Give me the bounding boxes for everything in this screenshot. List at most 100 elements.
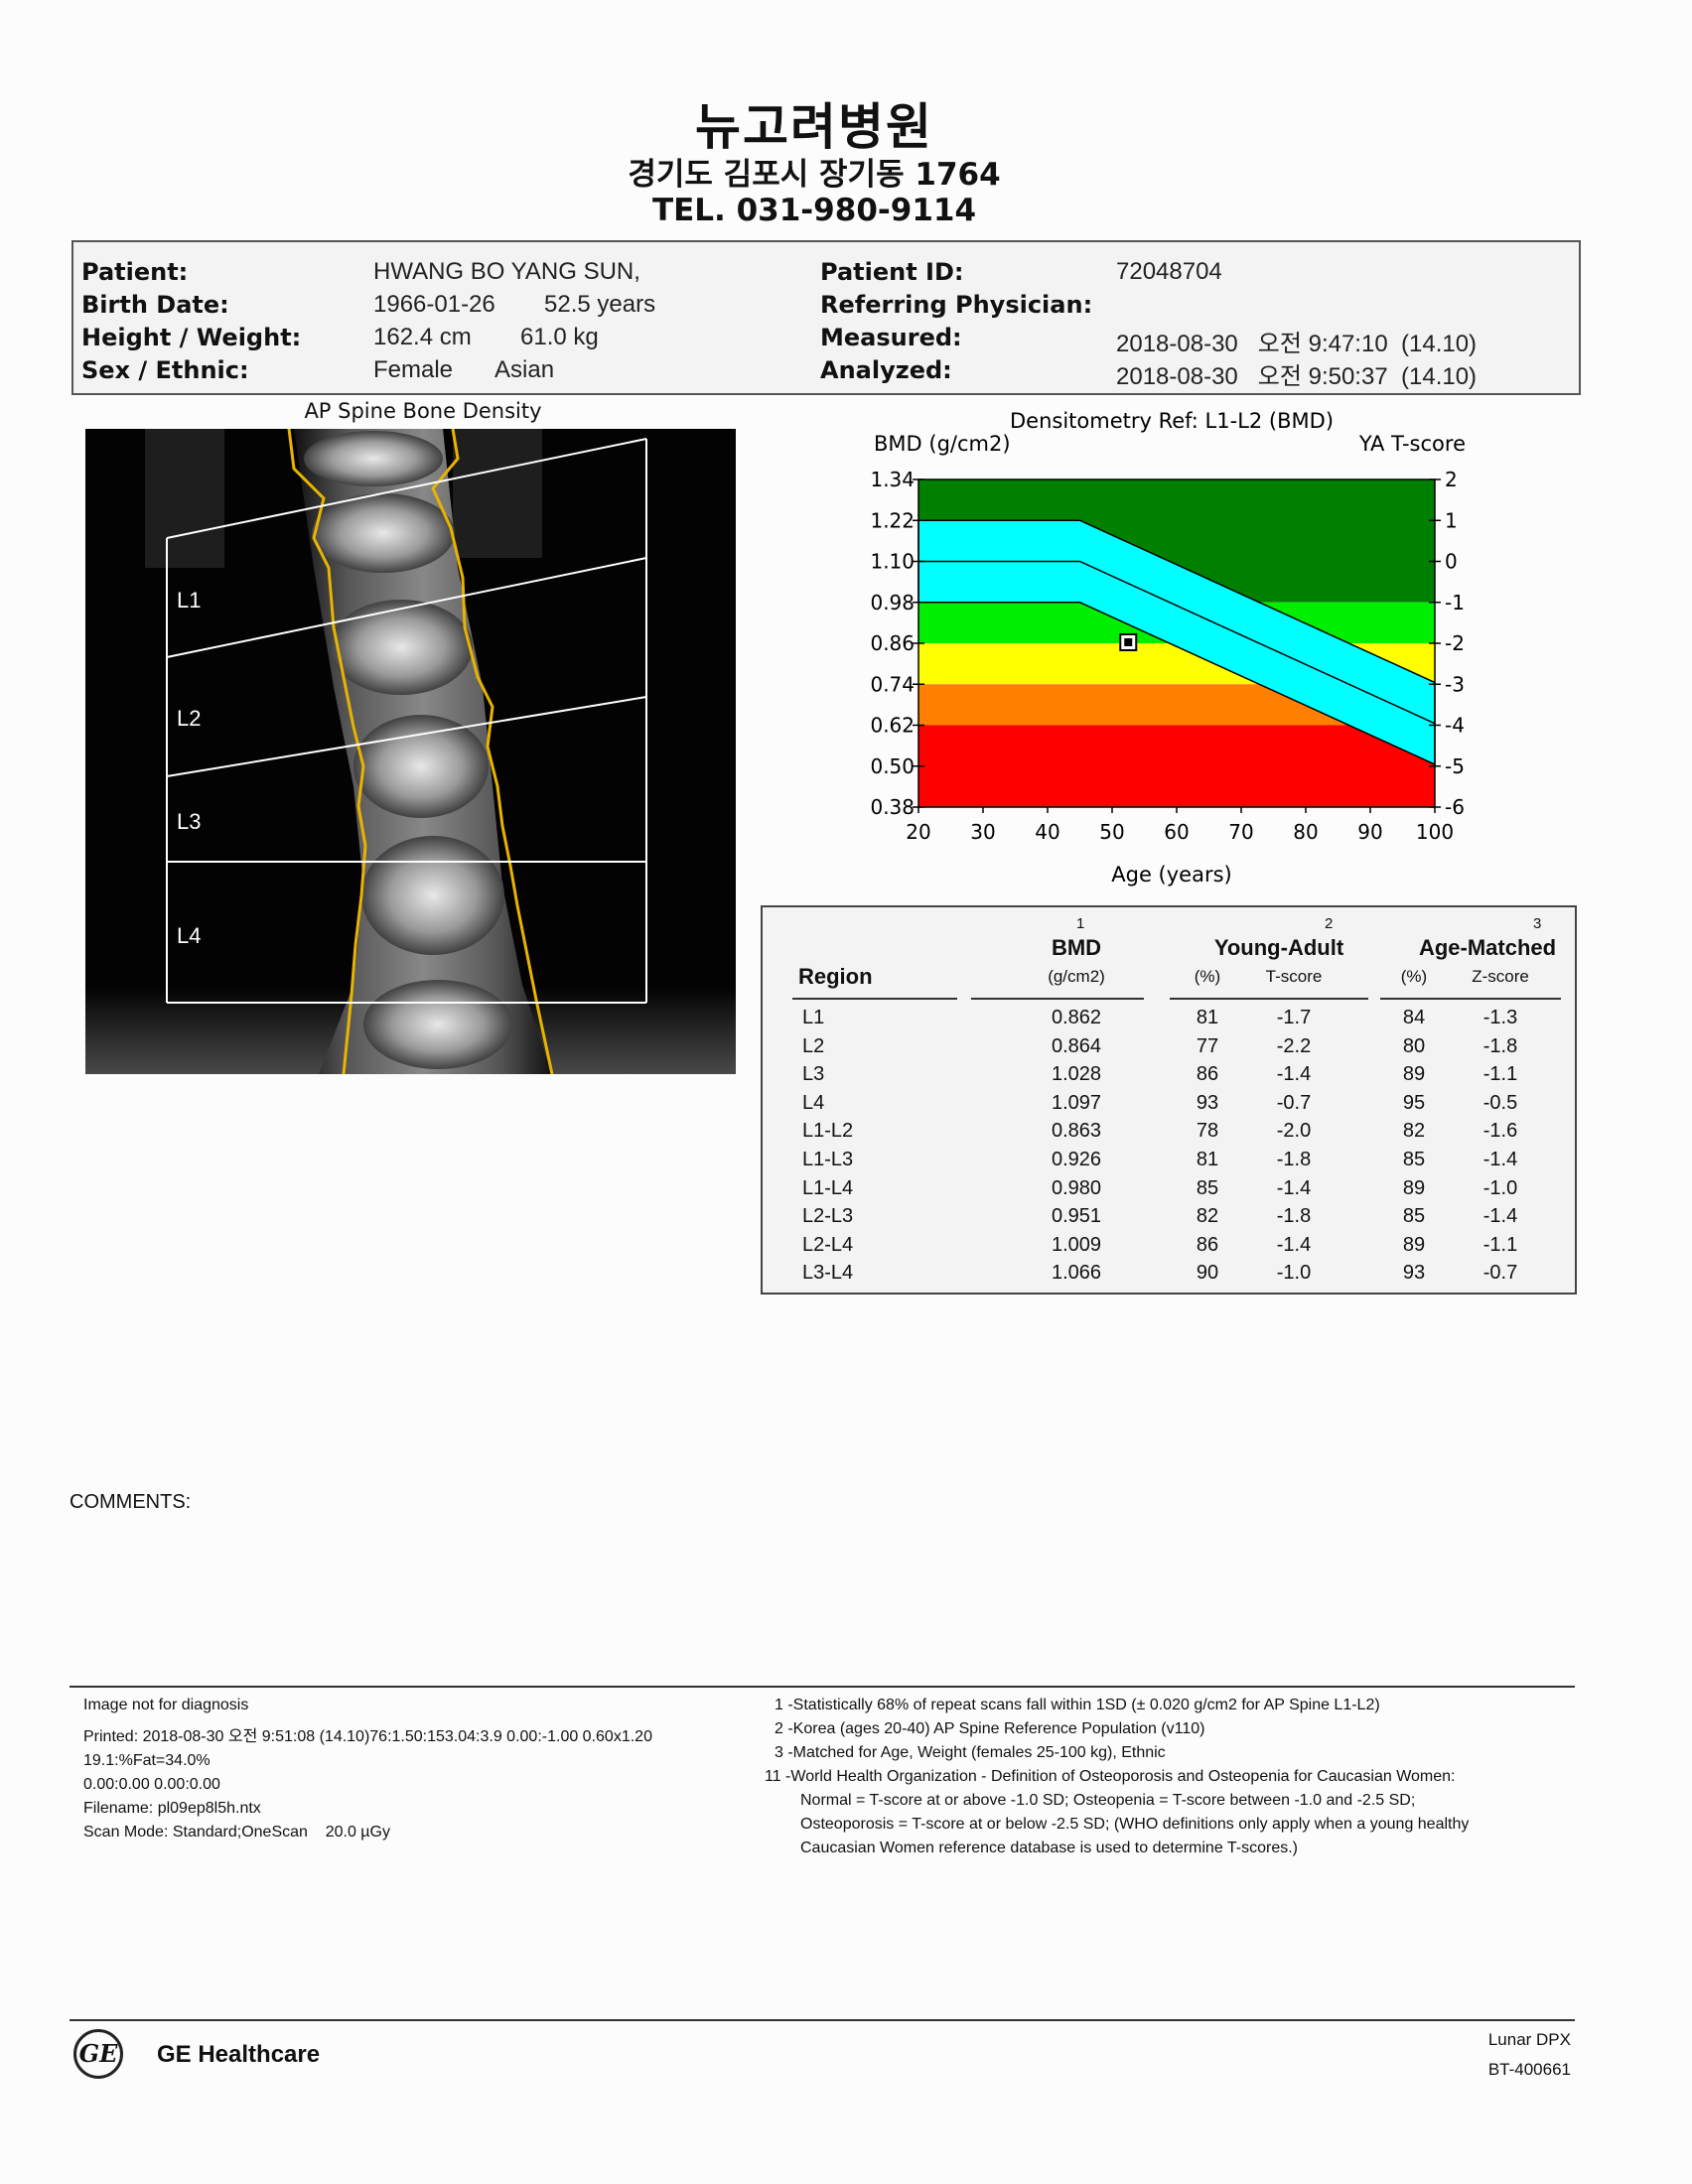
brand-rule [70,2019,1575,2021]
footnote-1: 1 -Statistically 68% of repeat scans fal… [775,1697,1380,1713]
spine-scan-image: L1 L2 L3 L4 [85,428,736,1075]
tscore-cell: -1.4 [1276,1233,1312,1256]
x-tick-label: 90 [1357,820,1382,844]
y-tick-label: 0.38 [870,795,915,819]
bmd-cell: 0.926 [1051,1149,1102,1170]
device-serial: BT-400661 [1487,2060,1571,2079]
footnote-2: 2 -Korea (ages 20-40) AP Spine Reference… [775,1720,1205,1737]
x-tick-label: 20 [906,820,930,844]
patient-marker-core [1124,637,1133,646]
am-pct-cell: 82 [1402,1120,1426,1143]
region-cell: L1-L3 [802,1149,854,1170]
y-tick-label: 0.74 [870,672,915,696]
am-pct-cell: 89 [1402,1063,1426,1086]
y-tick-label: 0.62 [870,714,915,738]
height-value: 162.4 cm [373,324,472,350]
am-zscore-header: Z-score [1472,967,1529,986]
tscore-cell: -1.4 [1276,1176,1312,1199]
header-rule [792,998,957,1000]
ethnic-value: Asian [494,356,555,383]
referring-physician-label: Referring Physician: [820,291,1093,319]
height-weight-label: Height / Weight: [81,324,302,351]
tscore-cell: -1.8 [1276,1205,1312,1228]
region-header: Region [798,964,873,989]
footnote-11: 11 -World Health Organization - Definiti… [765,1768,1456,1785]
image-not-for-diagnosis: Image not for diagnosis [83,1697,249,1713]
zscore-cell: -1.0 [1482,1176,1518,1199]
tscore-cell: -1.0 [1276,1262,1312,1285]
x-tick-label: 30 [970,820,995,844]
footnote-3: 3 -Matched for Age, Weight (females 25-1… [775,1744,1166,1761]
fat-info: 19.1:%Fat=34.0% [83,1752,211,1769]
device-info: Lunar DPX BT-400661 [1488,2025,1571,2085]
hospital-name: 뉴고려병원 [695,98,933,156]
zscore-cell: -1.1 [1482,1233,1518,1256]
y2-tick-label: 1 [1445,508,1458,532]
y-tick-label: 0.50 [870,754,915,778]
ya-pct-cell: 85 [1196,1176,1219,1199]
sex-value: Female [373,356,454,383]
patient-id-label: Patient ID: [820,258,964,286]
am-pct-cell: 89 [1402,1176,1426,1199]
x-tick-label: 60 [1164,820,1189,844]
device-name: Lunar DPX [1487,2030,1571,2049]
am-pct-cell: 95 [1402,1091,1426,1114]
footnote-11-line: Caucasian Women reference database is us… [800,1840,1298,1856]
zscore-cell: -0.7 [1482,1262,1518,1285]
region-cell: L2 [802,1034,825,1057]
region-cell: L1-L2 [802,1120,854,1143]
risk-band [918,725,1435,807]
comments-label: COMMENTS: [70,1491,192,1513]
patient-name: HWANG BO YANG SUN, [373,258,640,285]
vertebra-label: L3 [177,809,201,834]
y-tick-label: 1.34 [870,468,915,491]
bmd-cell: 1.066 [1051,1262,1102,1285]
y-tick-label: 1.22 [870,508,915,532]
x-tick-label: 50 [1099,820,1124,844]
footnote-11-line: Normal = T-score at or above -1.0 SD; Os… [800,1792,1416,1809]
region-cell: L1-L4 [802,1176,854,1199]
x-tick-label: 100 [1416,820,1454,844]
spine-scan-svg: L1 L2 L3 L4 [85,428,736,1075]
bmd-cell: 0.863 [1051,1120,1102,1143]
chart-x-axis-label: Age (years) [1111,863,1231,887]
am-pct-cell: 84 [1402,1007,1426,1028]
tscore-cell: -0.7 [1276,1091,1312,1114]
ya-pct-cell: 82 [1196,1205,1219,1228]
ya-pct-cell: 90 [1196,1262,1219,1285]
y2-tick-label: -5 [1445,754,1465,778]
bmd-cell: 0.951 [1051,1205,1102,1228]
reference-mean-line [918,560,1436,725]
x-tick-label: 70 [1228,820,1253,844]
filename: Filename: pl09ep8l5h.ntx [83,1800,261,1817]
y2-tick-label: -6 [1445,795,1465,819]
y2-tick-label: 2 [1445,468,1458,491]
header-rule [1380,998,1561,1000]
footnote-11-line: Osteoporosis = T-score at or below -2.5 … [800,1816,1470,1833]
y2-tick-label: -4 [1445,714,1465,738]
vertebra-label: L4 [177,923,201,948]
bmd-cell: 1.028 [1051,1063,1102,1086]
patient-label: Patient: [81,258,189,286]
ya-pct-header: (%) [1194,967,1221,986]
chart-y-axis-label: BMD (g/cm2) [874,432,1011,456]
footer-rule [70,1686,1575,1688]
hospital-tel: TEL. 031-980-9114 [651,193,977,228]
ya-pct-cell: 78 [1196,1120,1219,1143]
region-cell: L2-L4 [802,1233,854,1256]
bmd-cell: 1.009 [1051,1233,1102,1256]
bmd-cell: 0.862 [1051,1007,1102,1028]
zscore-cell: -1.4 [1482,1205,1518,1228]
zscore-cell: -1.8 [1482,1034,1518,1057]
tscore-cell: -2.2 [1276,1034,1312,1057]
ya-pct-cell: 81 [1196,1149,1219,1170]
am-pct-cell: 85 [1402,1205,1426,1228]
am-pct-header: (%) [1400,967,1428,986]
young-adult-header: Young-Adult [1213,935,1344,960]
zscore-cell: -1.1 [1482,1063,1518,1086]
y2-tick-label: -2 [1445,631,1465,655]
ya-footnote-ref: 2 [1325,915,1334,932]
scan-mode: Scan Mode: Standard;OneScan 20.0 µGy [83,1824,390,1841]
age-value: 52.5 years [544,291,656,318]
hospital-address: 경기도 김포시 장기동 1764 [628,157,1001,193]
